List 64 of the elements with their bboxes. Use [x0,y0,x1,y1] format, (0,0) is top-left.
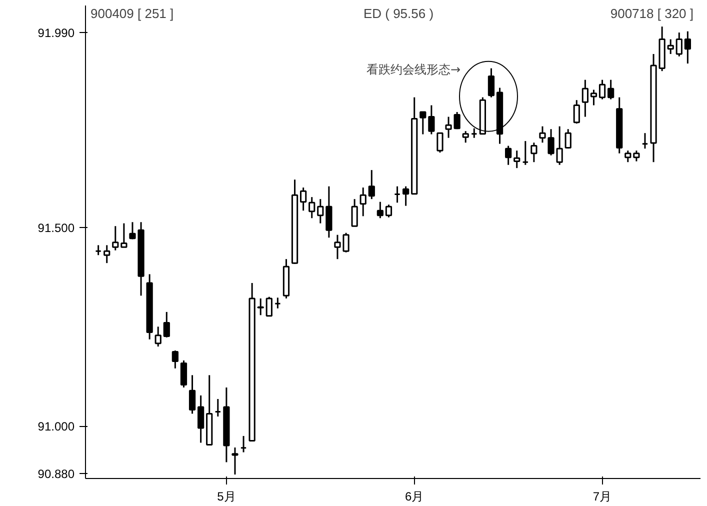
y-tick-label: 91.000 [38,420,75,434]
candlestick [642,132,648,150]
candlestick [240,435,247,454]
candlestick [368,169,375,200]
candlestick [360,186,366,217]
candlestick [633,150,640,162]
candlestick [590,89,598,106]
candlestick [120,222,128,248]
candlestick [188,374,196,414]
candlestick [556,126,563,166]
candlestick [376,201,384,219]
x-tick-label: 6月 [405,490,424,504]
candlestick [505,145,512,166]
candlestick [95,244,102,256]
candlestick [104,244,110,264]
candlestick [676,32,682,58]
candlestick [548,128,554,156]
candlestick [436,132,444,154]
candlestick [180,360,188,388]
candlestick [257,298,264,316]
annotation: 看跌约会线形态→ [366,62,461,76]
candlestick [274,296,281,310]
candlestick [317,198,324,224]
candlestick [454,111,460,130]
candlestick [308,196,316,219]
candlestick [300,186,307,212]
candlestick [598,79,606,100]
candlestick [624,150,632,163]
x-tick-label: 5月 [217,490,236,504]
candlestick [326,186,332,238]
candlestick [385,204,392,218]
candlestick [564,128,572,150]
candlestick [522,140,529,166]
candlestick [514,150,520,169]
candlestick [351,198,358,227]
candlestick [394,186,401,204]
candlestick [539,126,546,144]
candlestick [198,394,204,444]
annotation: 900409 [ 251 ] [90,6,174,21]
candlestick [420,111,426,136]
candlestick [163,311,170,338]
chart-title: ED ( 95.56 ) [363,6,434,21]
candlestick [462,130,469,144]
candlestick [667,38,674,55]
annotation: 900718 [ 320 ] [610,6,694,21]
candlestick [488,68,495,98]
candlestick [112,225,119,252]
y-tick-label: 90.880 [38,467,75,482]
candlestick [154,326,162,348]
candlestick [232,446,238,476]
candlestick [582,79,588,118]
candlestick [608,79,614,100]
candlestick [214,398,222,418]
candlestick [402,186,410,207]
y-tick-label: 91.990 [38,26,75,40]
candlestick [266,296,272,318]
candlestick [684,30,691,64]
candlestick [428,104,435,136]
candlestick [172,350,178,370]
x-tick-label: 7月 [592,490,612,504]
candlestick [530,142,538,163]
candlestick [573,99,580,124]
y-tick-label: 91.500 [38,220,75,235]
candlestick [445,116,452,139]
